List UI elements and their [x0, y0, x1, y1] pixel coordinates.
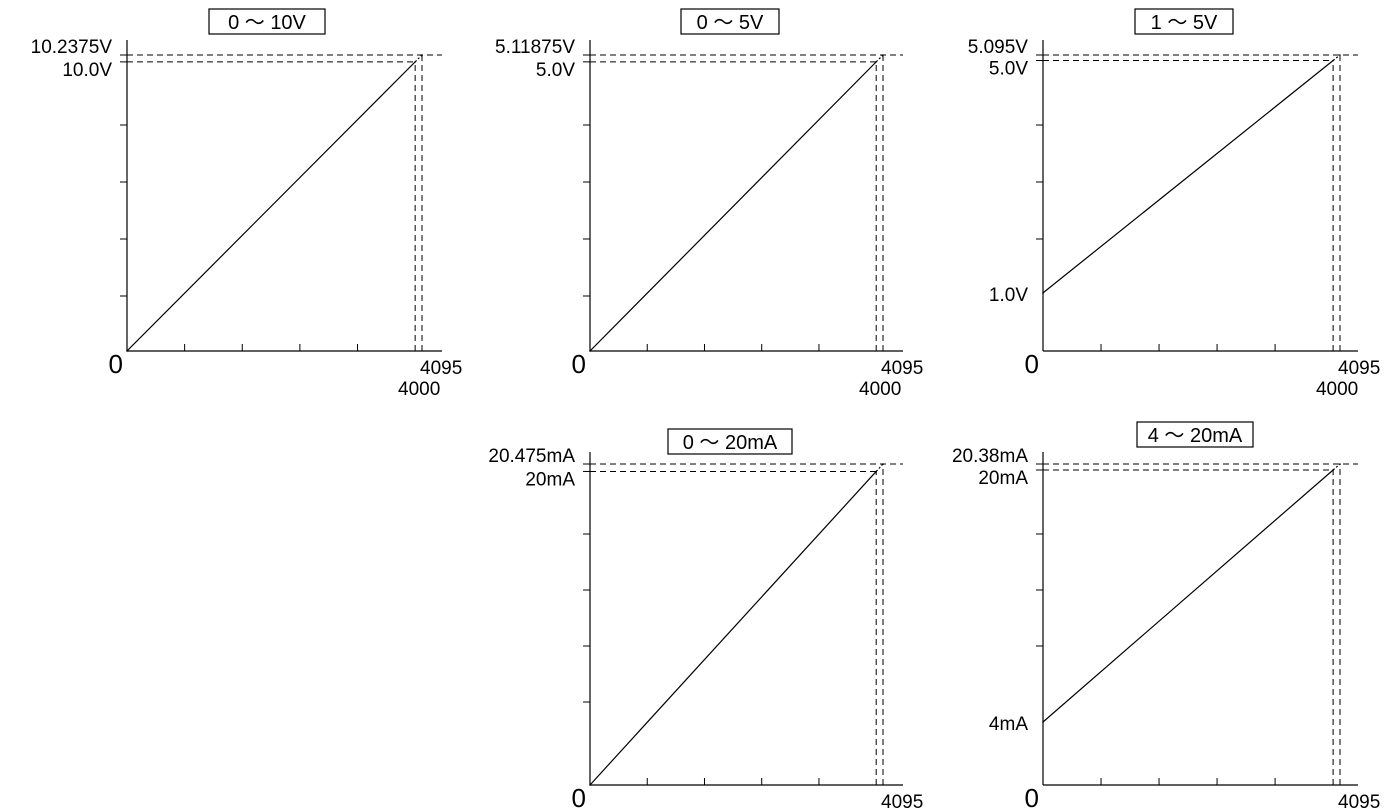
series-line-extension: [1333, 464, 1340, 470]
chart-title: 0 ～ 20mA: [683, 432, 778, 454]
y-tick-label: 5.095V: [968, 37, 1029, 58]
y-tick-label: 4mA: [989, 714, 1028, 735]
x-tick-label-origin: 0: [572, 783, 586, 811]
series-line: [1043, 470, 1333, 722]
series-line-extension: [1333, 55, 1340, 61]
data-point: [421, 54, 423, 56]
data-point: [1042, 292, 1044, 294]
series-line: [590, 471, 876, 785]
chart-title: 0 ～ 5V: [697, 12, 764, 34]
x-tick-label: 4095: [881, 792, 923, 811]
data-point: [126, 350, 128, 352]
data-point: [1339, 463, 1341, 465]
x-tick-label: 4095: [881, 358, 923, 379]
x-tick-label: 4095: [1338, 792, 1380, 811]
chart-title: 0 ～ 10V: [228, 12, 306, 34]
data-point: [1042, 721, 1044, 723]
data-point: [589, 784, 591, 786]
data-point: [875, 471, 877, 473]
series-line: [1043, 61, 1333, 293]
y-tick-label: 20mA: [525, 469, 575, 490]
data-point: [1332, 469, 1334, 471]
series-line-extension: [876, 464, 883, 471]
series-line: [590, 62, 876, 351]
x-tick-label: 4095: [1338, 358, 1380, 379]
y-tick-label: 5.0V: [536, 60, 575, 81]
chart-title: 1 ～ 5V: [1151, 12, 1218, 34]
series-line-extension: [415, 55, 422, 62]
y-tick-label: 5.0V: [989, 59, 1028, 80]
y-tick-label: 10.0V: [62, 60, 112, 81]
y-tick-label: 20.38mA: [952, 446, 1028, 467]
x-tick-label: 4095: [420, 358, 462, 379]
x-tick-label-origin: 0: [1025, 783, 1039, 811]
data-point: [882, 54, 884, 56]
y-tick-label: 1.0V: [989, 285, 1028, 306]
data-point: [414, 61, 416, 63]
y-tick-label: 10.2375V: [31, 37, 113, 58]
y-tick-label: 20.475mA: [488, 446, 575, 467]
x-tick-label-origin: 0: [1025, 349, 1039, 379]
x-tick-label: 4000: [398, 379, 440, 400]
x-tick-label-origin: 0: [572, 349, 586, 379]
data-point: [882, 463, 884, 465]
data-point: [1339, 54, 1341, 56]
data-point: [1332, 60, 1334, 62]
y-tick-label: 5.11875V: [495, 37, 575, 58]
chart-title: 4 ～ 20mA: [1148, 425, 1243, 447]
series-line-extension: [876, 55, 883, 62]
data-point: [589, 350, 591, 352]
x-tick-label-origin: 0: [109, 349, 123, 379]
x-tick-label: 4000: [859, 379, 901, 400]
x-tick-label: 4000: [1316, 379, 1358, 400]
series-line: [127, 62, 415, 351]
data-point: [875, 61, 877, 63]
y-tick-label: 20mA: [978, 468, 1028, 489]
